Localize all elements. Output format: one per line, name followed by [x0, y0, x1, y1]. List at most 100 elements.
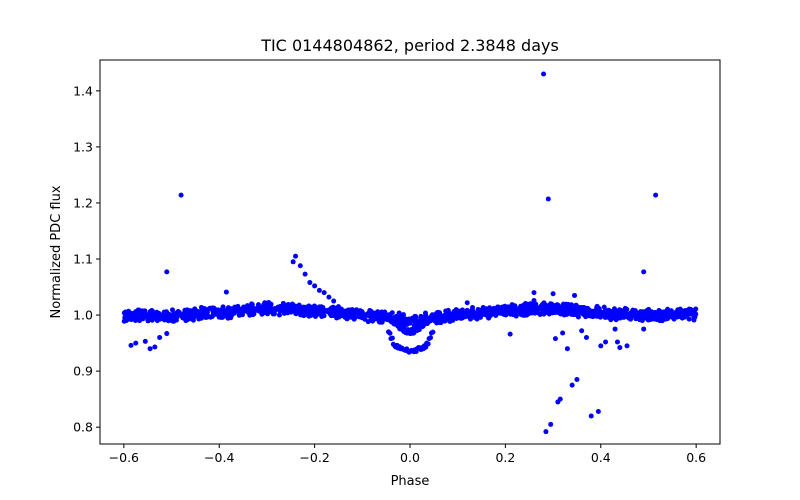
x-tick-label: −0.2	[299, 450, 329, 465]
data-point	[477, 309, 483, 315]
data-point	[624, 343, 630, 349]
y-tick-label: 1.3	[73, 139, 93, 154]
data-point	[388, 318, 394, 324]
data-point	[265, 311, 271, 317]
data-point	[407, 320, 413, 326]
data-point	[249, 303, 255, 309]
data-point	[290, 259, 296, 265]
chart-title: TIC 0144804862, period 2.3848 days	[260, 36, 559, 55]
data-point	[319, 314, 325, 320]
data-point	[612, 326, 618, 332]
data-point	[513, 313, 519, 319]
data-point	[268, 305, 274, 311]
data-point	[149, 317, 155, 323]
data-point	[189, 315, 195, 321]
data-point	[339, 313, 345, 319]
data-point	[157, 316, 163, 322]
data-point	[282, 308, 288, 314]
data-point	[647, 309, 653, 315]
data-point	[283, 303, 289, 309]
data-point	[345, 308, 351, 314]
data-point	[147, 346, 153, 352]
data-point	[630, 307, 636, 313]
data-point	[569, 311, 575, 317]
data-point	[530, 305, 536, 311]
data-point	[580, 305, 586, 310]
data-point	[308, 311, 314, 317]
data-point	[686, 306, 692, 312]
data-point	[142, 338, 148, 344]
data-point	[321, 290, 327, 296]
data-point	[157, 334, 163, 340]
data-point	[276, 312, 282, 318]
y-tick-label: 1.2	[73, 195, 93, 210]
data-point	[560, 330, 566, 336]
data-point	[356, 312, 362, 318]
data-point	[674, 314, 680, 320]
data-point	[247, 312, 253, 318]
data-point	[618, 308, 624, 314]
data-point	[545, 196, 551, 202]
data-point	[169, 307, 175, 313]
data-point	[604, 308, 610, 314]
data-point	[574, 306, 580, 312]
y-tick-label: 1.1	[73, 252, 93, 267]
data-point	[561, 311, 567, 317]
data-point	[438, 320, 444, 326]
data-point	[693, 306, 699, 312]
data-point	[428, 335, 434, 341]
data-point	[301, 305, 307, 311]
data-point	[640, 309, 646, 315]
data-points	[121, 71, 699, 435]
data-point	[403, 316, 409, 322]
data-point	[541, 71, 547, 77]
data-point	[538, 310, 544, 316]
data-point	[504, 307, 510, 313]
y-tick-label: 0.9	[73, 364, 93, 379]
data-point	[164, 269, 170, 275]
data-point	[138, 311, 144, 317]
data-point	[123, 309, 129, 315]
data-point	[262, 304, 268, 310]
data-point	[543, 429, 549, 435]
data-point	[350, 312, 356, 318]
data-point	[608, 308, 614, 314]
data-point	[594, 313, 600, 319]
data-point	[306, 307, 312, 313]
data-point	[552, 336, 558, 342]
data-point	[641, 269, 647, 275]
data-point	[641, 326, 647, 332]
data-point	[617, 345, 623, 351]
data-point	[583, 334, 589, 340]
data-point	[511, 304, 517, 310]
y-axis-label: Normalized PDC flux	[49, 185, 64, 318]
data-point	[647, 314, 653, 320]
data-point	[548, 421, 554, 427]
data-point	[239, 306, 245, 312]
data-point	[574, 377, 580, 383]
data-point	[593, 307, 599, 313]
data-point	[531, 290, 537, 296]
data-point	[472, 310, 478, 316]
data-point	[171, 314, 177, 320]
x-tick-label: 0.2	[495, 450, 515, 465]
data-point	[289, 301, 295, 307]
data-point	[554, 309, 560, 315]
data-point	[549, 301, 555, 307]
x-axis-ticks: −0.6 −0.4 −0.2 0.0 0.2 0.4 0.6	[109, 444, 706, 465]
data-point	[523, 312, 529, 318]
data-point	[603, 339, 609, 345]
data-point	[428, 315, 434, 321]
y-axis-ticks: 0.8 0.9 1.0 1.1 1.2 1.3 1.4	[73, 83, 100, 435]
data-point	[454, 315, 460, 321]
data-point	[302, 271, 308, 277]
data-point	[400, 312, 406, 318]
data-point	[163, 309, 169, 315]
data-point	[692, 310, 698, 316]
data-point	[568, 302, 574, 308]
data-point	[397, 326, 403, 332]
data-point	[569, 382, 575, 388]
data-point	[286, 307, 292, 313]
x-axis-label: Phase	[391, 474, 430, 489]
